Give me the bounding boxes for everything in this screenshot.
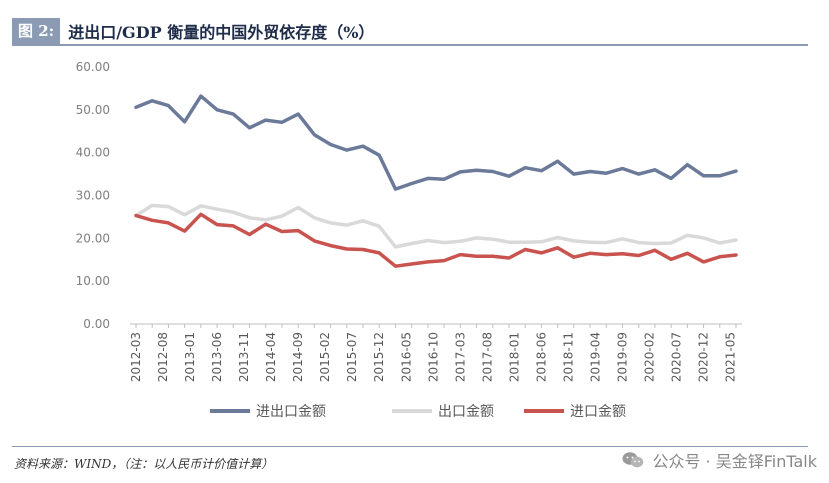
wechat-icon <box>622 452 644 468</box>
x-tick-label: 2014-04 <box>264 332 278 382</box>
chart-title: 进出口/GDP 衡量的中国外贸依存度（%） <box>68 23 375 42</box>
source-note: 资料来源：WIND，（注：以人民币计价值计算） <box>14 457 274 471</box>
legend-label: 进出口金额 <box>256 404 326 420</box>
series-line <box>134 212 738 268</box>
x-tick-label: 2015-12 <box>372 332 386 382</box>
x-tick-label: 2015-07 <box>345 332 359 382</box>
x-tick-label: 2013-11 <box>237 332 251 382</box>
x-tick-label: 2020-07 <box>670 332 684 382</box>
x-tick-label: 2018-01 <box>507 332 521 382</box>
legend-label: 进口金额 <box>570 404 626 420</box>
y-tick-label: 10.00 <box>76 274 110 288</box>
y-tick-label: 40.00 <box>76 146 110 160</box>
x-tick-label: 2019-09 <box>615 332 629 382</box>
line-chart: 0.00 10.00 20.00 30.00 40.00 50.00 60.00 2012-0… <box>76 60 742 420</box>
x-tick-label: 2013-01 <box>183 332 197 382</box>
x-tick-label: 2020-02 <box>643 332 657 382</box>
footer-divider <box>12 446 808 447</box>
y-tick-label: 50.00 <box>76 103 110 117</box>
title-divider <box>12 44 808 46</box>
x-tick-label: 2019-04 <box>588 332 602 382</box>
x-tick-label: 2015-02 <box>318 332 332 382</box>
x-tick-label: 2014-09 <box>291 332 305 382</box>
x-tick-label: 2013-06 <box>210 332 224 382</box>
x-tick-label: 2012-03 <box>129 332 143 382</box>
series-line <box>134 203 738 249</box>
y-tick-label: 60.00 <box>76 60 110 74</box>
x-tick-label: 2020-12 <box>697 332 711 382</box>
y-tick-label: 20.00 <box>76 231 110 245</box>
series-line <box>134 94 738 191</box>
y-tick-label: 0.00 <box>83 317 110 331</box>
watermark: 公众号 · 吴金铎FinTalk <box>622 448 817 472</box>
legend-label: 出口金额 <box>438 404 494 420</box>
title-bar: 图 2: 进出口/GDP 衡量的中国外贸依存度（%） <box>12 18 374 44</box>
x-tick-label: 2017-03 <box>453 332 467 382</box>
watermark-text: 公众号 · 吴金铎FinTalk <box>652 452 817 471</box>
x-tick-label: 2018-06 <box>534 332 548 382</box>
x-tick-label: 2018-11 <box>561 332 575 382</box>
x-tick-label: 2016-05 <box>399 332 413 382</box>
figure-label: 图 2: <box>12 18 61 44</box>
x-tick-label: 2012-08 <box>156 332 170 382</box>
x-tick-label: 2016-10 <box>426 332 440 382</box>
y-tick-label: 30.00 <box>76 189 110 203</box>
x-tick-label: 2017-08 <box>480 332 494 382</box>
x-tick-label: 2021-05 <box>724 332 738 382</box>
